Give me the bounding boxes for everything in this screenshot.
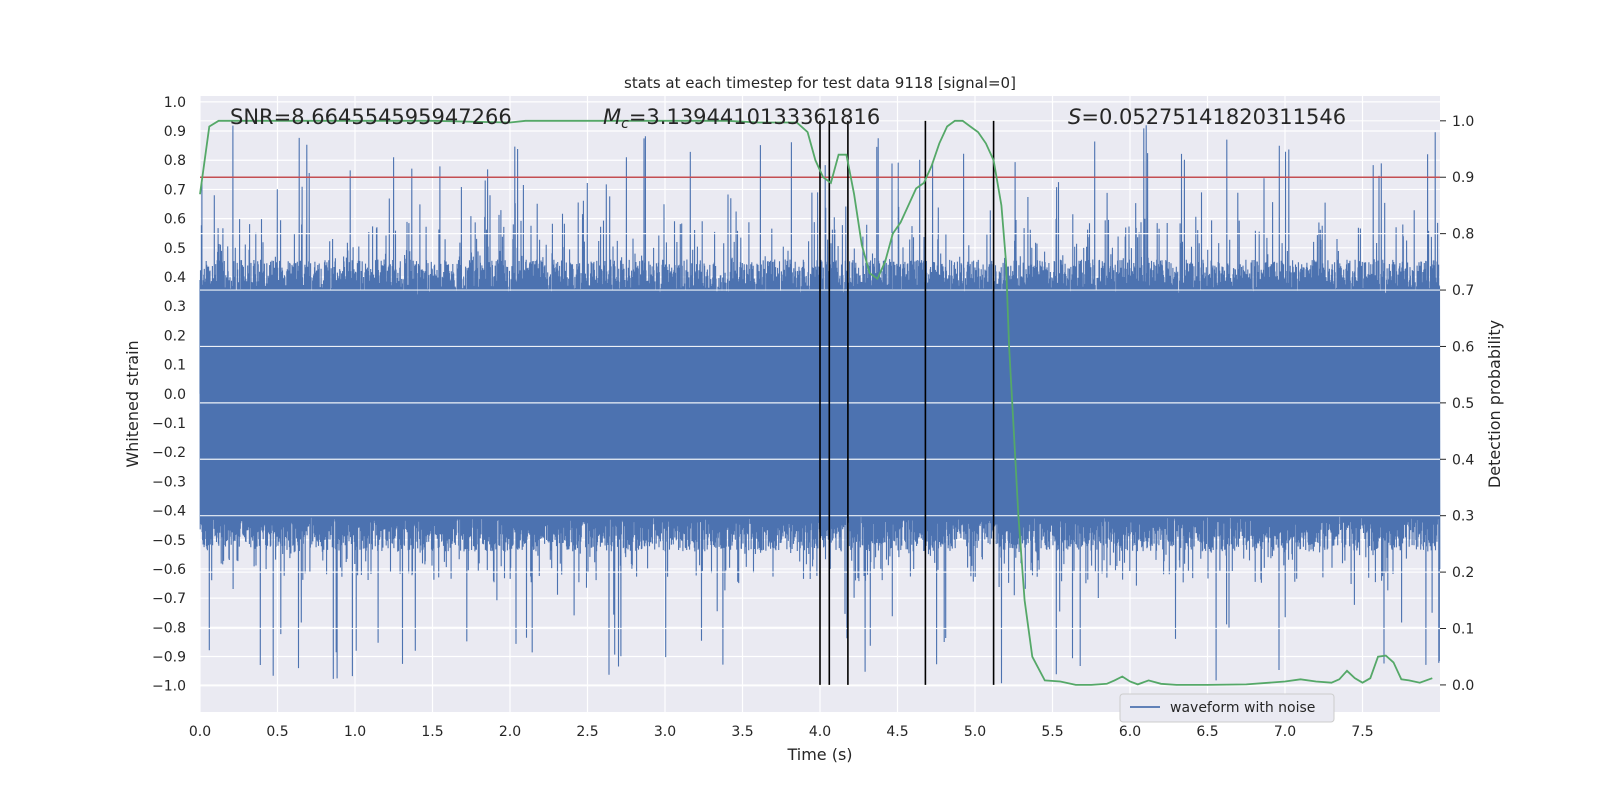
y2-tick-label: 1.0	[1452, 114, 1474, 130]
y-tick-label: 0.3	[164, 299, 186, 315]
s-value: =0.05275141820311546	[1081, 105, 1346, 129]
y2-tick-label: 0.9	[1452, 170, 1474, 186]
legend: waveform with noise	[1119, 693, 1335, 723]
y-tick-label: 0.7	[164, 182, 186, 198]
x-tick-label: 4.5	[886, 724, 908, 740]
x-tick-label: 6.0	[1119, 724, 1141, 740]
x-tick-label: 4.0	[809, 724, 831, 740]
chirp-mass-annotation: Mc=3.1394410133361816	[603, 105, 880, 132]
y2-tick-label: 0.1	[1452, 622, 1474, 638]
legend-box	[1119, 693, 1335, 723]
x-tick-label: 6.5	[1196, 724, 1218, 740]
tick-labels: 0.0 0.5 1.0 1.5 2.0 2.5 3.0 3.5 4.0 4.5 5.0 5.5 6.0 6…	[152, 95, 1474, 740]
x-tick-label: 3.5	[731, 724, 753, 740]
y-axis-label: Whitened strain	[123, 340, 142, 467]
x-tick-label: 3.0	[654, 724, 676, 740]
y-tick-label: −0.9	[152, 650, 186, 666]
x-tick-label: 5.0	[964, 724, 986, 740]
y-tick-label: −0.8	[152, 620, 186, 636]
vertical-markers	[819, 120, 995, 685]
y-tick-label: −0.7	[152, 591, 186, 607]
x-tick-label: 7.5	[1351, 724, 1373, 740]
y-tick-label: −0.1	[152, 416, 186, 432]
y-tick-label: 0.0	[164, 387, 186, 403]
y-tick-label: −0.5	[152, 533, 186, 549]
y2-axis-label: Detection probability	[1485, 320, 1504, 488]
y2-tick-label: 0.8	[1452, 227, 1474, 243]
mc-subscript: c	[621, 116, 629, 132]
y-tick-label: −0.2	[152, 445, 186, 461]
legend-label-waveform: waveform with noise	[1170, 700, 1315, 716]
mc-prefix: M	[603, 105, 621, 129]
y-tick-label: −1.0	[152, 679, 186, 695]
y-tick-label: 1.0	[164, 95, 186, 111]
snr-annotation: SNR=8.664554595947266	[230, 105, 512, 129]
x-tick-label: 7.0	[1274, 724, 1296, 740]
y-tick-label: 0.6	[164, 212, 186, 228]
y2-tick-label: 0.7	[1452, 283, 1474, 299]
y-tick-label: 0.2	[164, 328, 186, 344]
y2-tick-label: 0.3	[1452, 509, 1474, 525]
x-tick-label: 1.0	[344, 724, 366, 740]
mc-value: =3.1394410133361816	[629, 105, 880, 129]
s-annotation: S=0.05275141820311546	[1068, 105, 1346, 129]
s-prefix: S	[1068, 105, 1081, 129]
x-tick-label: 0.5	[266, 724, 288, 740]
y-tick-label: 0.5	[164, 241, 186, 257]
y-tick-label: 0.9	[164, 124, 186, 140]
probability-series	[199, 119, 1433, 686]
y2-tick-label: 0.6	[1452, 339, 1474, 355]
chart-title: stats at each timestep for test data 911…	[624, 74, 1016, 92]
x-tick-label: 2.5	[576, 724, 598, 740]
y-tick-label: −0.4	[152, 504, 186, 520]
y-tick-label: 0.1	[164, 358, 186, 374]
y2-tick-label: 0.2	[1452, 565, 1474, 581]
y2-tick-label: 0.0	[1452, 678, 1474, 694]
x-tick-label: 5.5	[1041, 724, 1063, 740]
x-tick-label: 0.0	[189, 724, 211, 740]
x-tick-label: 1.5	[421, 724, 443, 740]
y-tick-label: 0.8	[164, 153, 186, 169]
y-tick-label: 0.4	[164, 270, 186, 286]
y-tick-label: −0.6	[152, 562, 186, 578]
probability-line	[199, 119, 1433, 686]
y2-tick-label: 0.4	[1452, 452, 1474, 468]
y-tick-label: −0.3	[152, 474, 186, 490]
y2-tick-label: 0.5	[1452, 396, 1474, 412]
x-tick-label: 2.0	[499, 724, 521, 740]
x-axis-label: Time (s)	[786, 745, 852, 764]
